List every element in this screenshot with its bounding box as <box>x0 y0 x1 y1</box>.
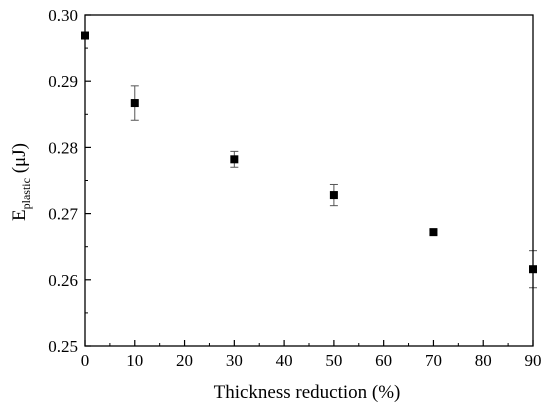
y-tick-label: 0.27 <box>48 205 78 224</box>
data-markers <box>81 31 537 274</box>
data-point <box>130 99 139 108</box>
x-tick-label: 40 <box>276 351 293 370</box>
y-axis-title-unit: (μJ) <box>9 143 30 178</box>
x-tick-label: 20 <box>176 351 193 370</box>
x-tick-label: 0 <box>81 351 90 370</box>
x-axis-ticks <box>84 340 534 346</box>
x-tick-label: 30 <box>226 351 243 370</box>
x-axis-title: Thickness reduction (%) <box>214 382 401 403</box>
x-tick-label: 80 <box>475 351 492 370</box>
plot-frame <box>84 14 534 347</box>
y-tick-label: 0.25 <box>48 337 78 356</box>
y-axis-title-main: E <box>9 209 30 221</box>
x-tick-label: 70 <box>425 351 442 370</box>
data-point <box>230 155 239 164</box>
x-axis-tick-labels: 0 10 20 30 40 50 60 70 80 90 <box>81 351 542 370</box>
y-tick-label: 0.26 <box>48 271 78 290</box>
y-axis-tick-labels: 0.25 0.26 0.27 0.28 0.29 0.30 <box>48 6 78 356</box>
data-point <box>329 191 338 200</box>
y-tick-label: 0.29 <box>48 72 78 91</box>
x-tick-label: 50 <box>325 351 342 370</box>
y-tick-label: 0.30 <box>48 6 78 25</box>
x-tick-label: 10 <box>126 351 143 370</box>
y-axis-title: Eplastic (μJ) <box>9 143 33 221</box>
x-tick-label: 90 <box>525 351 542 370</box>
y-tick-label: 0.28 <box>48 138 78 157</box>
data-point <box>429 228 438 237</box>
error-bars <box>81 32 537 289</box>
y-axis-ticks <box>85 14 91 347</box>
x-tick-label: 60 <box>375 351 392 370</box>
y-axis-title-subscript: plastic <box>19 178 33 209</box>
